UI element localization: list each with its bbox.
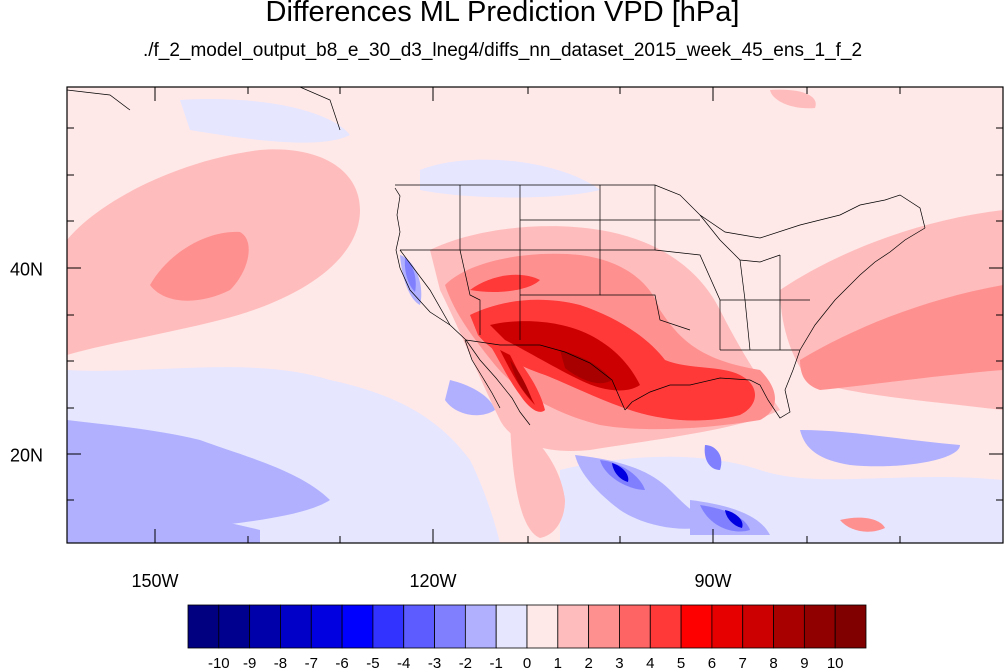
colorbar-swatch [372, 604, 405, 649]
colorbar-label: -5 [366, 655, 380, 672]
colorbar-swatch [557, 604, 590, 649]
colorbar-label: -8 [273, 655, 288, 672]
colorbar-swatch [742, 604, 774, 649]
positive-anomaly-peak-regions [510, 350, 612, 400]
colorbar-swatch [526, 604, 559, 649]
colorbar-label: 3 [615, 655, 624, 672]
colorbar-swatch [218, 604, 251, 649]
lon-label-120w: 120W [409, 571, 457, 591]
colorbar-swatch [619, 604, 651, 649]
colorbar-swatch [434, 604, 466, 649]
map-area [67, 87, 1003, 543]
colorbar-label: 8 [769, 655, 778, 672]
colorbar-label: 7 [738, 655, 747, 672]
lat-label-20n: 20N [10, 445, 44, 466]
colorbar-label: 1 [553, 655, 562, 672]
colorbar-swatch [834, 604, 867, 649]
colorbar-label: 6 [707, 655, 717, 672]
colorbar-swatch [249, 604, 281, 649]
colorbar-label: -10 [207, 655, 230, 672]
negative-anomaly-peak-regions [612, 463, 743, 528]
colorbar-swatch [495, 604, 528, 649]
colorbar-swatch [280, 604, 312, 649]
colorbar-label: 2 [584, 655, 593, 672]
colorbar-label: -2 [458, 655, 473, 672]
colorbar-swatch [680, 604, 713, 649]
colorbar-label: 10 [826, 655, 844, 672]
colorbar-swatch [649, 604, 682, 649]
colorbar-label: 5 [676, 655, 686, 672]
colorbar-swatch [588, 604, 620, 649]
map-title: Differences ML Prediction VPD [hPa] [265, 0, 740, 28]
colorbar-label: 9 [800, 655, 809, 672]
lon-label-150w: 150W [131, 571, 179, 591]
colorbar-label: -6 [335, 655, 349, 672]
colorbar-label: -4 [397, 655, 411, 672]
axis-ticks [67, 87, 1003, 543]
colorbar-swatch [773, 604, 805, 649]
lat-label-40n: 40N [10, 259, 44, 280]
colorbar-swatch [803, 604, 836, 649]
lon-label-90w: 90W [694, 571, 732, 591]
map-subtitle: ./f_2_model_output_b8_e_30_d3_lneg4/diff… [142, 40, 863, 61]
colorbar [187, 604, 867, 649]
colorbar-swatch [403, 604, 435, 649]
colorbar-swatch [187, 604, 220, 649]
colorbar-label: -7 [304, 655, 318, 672]
colorbar-label: 4 [646, 655, 655, 672]
colorbar-label: -1 [489, 655, 503, 672]
colorbar-label: 0 [522, 655, 532, 672]
colorbar-label: -3 [427, 655, 442, 672]
colorbar-label: -9 [242, 655, 257, 672]
colorbar-swatch [711, 604, 744, 649]
country-state-borders [67, 87, 926, 426]
colorbar-swatch [310, 604, 343, 649]
colorbar-swatch [464, 604, 497, 649]
colorbar-swatch [341, 604, 374, 649]
